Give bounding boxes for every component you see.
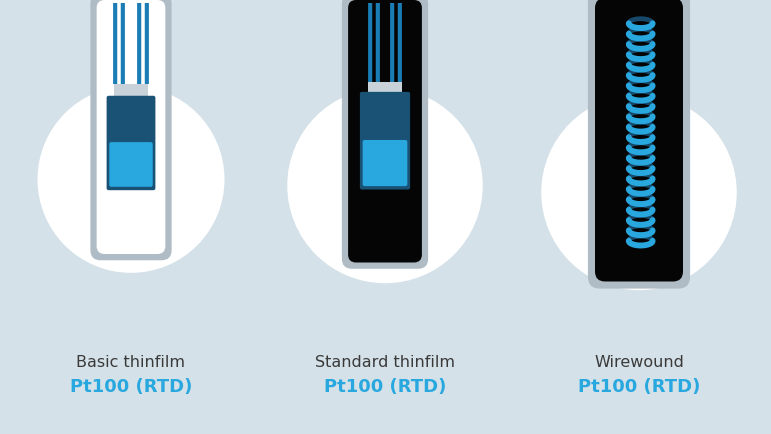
FancyBboxPatch shape bbox=[588, 0, 690, 289]
Text: Pt100 (RTD): Pt100 (RTD) bbox=[70, 378, 192, 396]
Circle shape bbox=[288, 88, 483, 283]
FancyBboxPatch shape bbox=[106, 96, 156, 190]
FancyBboxPatch shape bbox=[109, 142, 153, 187]
Text: Standard thinfilm: Standard thinfilm bbox=[315, 355, 455, 370]
FancyBboxPatch shape bbox=[90, 0, 172, 260]
Circle shape bbox=[38, 86, 224, 273]
Text: Wirewound: Wirewound bbox=[594, 355, 684, 370]
FancyBboxPatch shape bbox=[348, 0, 422, 263]
Text: Pt100 (RTD): Pt100 (RTD) bbox=[324, 378, 446, 396]
Circle shape bbox=[541, 95, 737, 290]
FancyBboxPatch shape bbox=[595, 0, 683, 282]
Bar bbox=[114, 84, 148, 98]
Text: Basic thinfilm: Basic thinfilm bbox=[76, 355, 186, 370]
Text: Pt100 (RTD): Pt100 (RTD) bbox=[577, 378, 700, 396]
FancyBboxPatch shape bbox=[360, 92, 410, 190]
Bar bbox=[368, 82, 402, 94]
FancyBboxPatch shape bbox=[342, 0, 428, 269]
FancyBboxPatch shape bbox=[96, 0, 165, 254]
FancyBboxPatch shape bbox=[362, 140, 407, 186]
